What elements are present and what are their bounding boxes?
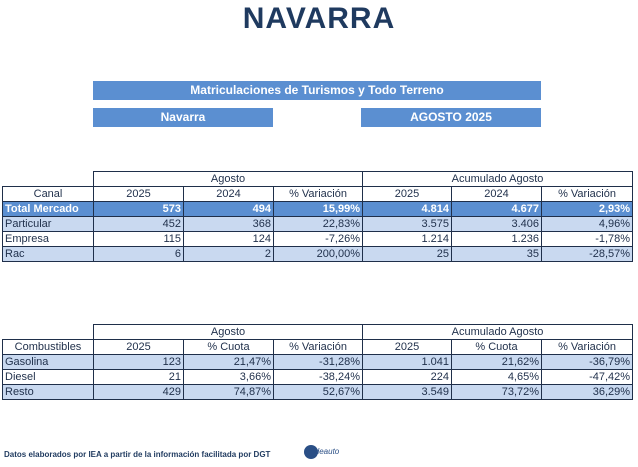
group-header-row: Agosto Acumulado Agosto <box>2 171 634 187</box>
ideauto-logo: ideauto <box>304 444 344 462</box>
table-cell: 2,93% <box>541 201 634 217</box>
table-row: Diesel 21 3,66% -38,24% 224 4,65% -47,42… <box>2 369 634 385</box>
table-cell: 494 <box>183 201 274 217</box>
table-cell: -28,57% <box>541 246 634 262</box>
column-header: % Cuota <box>451 339 543 355</box>
table-cell: 4.814 <box>362 201 453 217</box>
table-cell: 200,00% <box>272 246 364 262</box>
fuel-table: Agosto Acumulado Agosto Combustibles 202… <box>2 324 634 400</box>
table-cell: 6 <box>93 246 184 262</box>
table-cell: -1,78% <box>541 231 634 247</box>
column-header: % Variación <box>541 339 634 355</box>
column-header: 2025 <box>362 186 453 202</box>
period-label: AGOSTO 2025 <box>361 108 541 127</box>
column-header: 2025 <box>93 186 184 202</box>
table-row: Total Mercado 573 494 15,99% 4.814 4.677… <box>2 201 634 217</box>
table-cell: 124 <box>183 231 274 247</box>
column-header: 2024 <box>183 186 274 202</box>
table-cell: 21 <box>93 369 184 385</box>
row-label: Resto <box>2 384 94 400</box>
table-cell: 21,47% <box>183 354 274 370</box>
group-header-row: Agosto Acumulado Agosto <box>2 324 634 340</box>
table-cell: -47,42% <box>541 369 634 385</box>
table-cell: -36,79% <box>541 354 634 370</box>
table-cell: 1.236 <box>451 231 543 247</box>
table-cell: 52,67% <box>272 384 364 400</box>
table-cell: 74,87% <box>183 384 274 400</box>
table-cell: -38,24% <box>272 369 364 385</box>
table-row: Rac 6 2 200,00% 25 35 -28,57% <box>2 246 634 262</box>
group-acumulado: Acumulado Agosto <box>362 324 634 340</box>
table-cell: 22,83% <box>272 216 364 232</box>
table-row: Particular 452 368 22,83% 3.575 3.406 4,… <box>2 216 634 232</box>
table-cell: 4.677 <box>451 201 543 217</box>
table-row: Resto 429 74,87% 52,67% 3.549 73,72% 36,… <box>2 384 634 400</box>
table-cell: 3.549 <box>362 384 453 400</box>
column-header: Canal <box>2 186 94 202</box>
column-header: % Variación <box>272 186 364 202</box>
row-label: Particular <box>2 216 94 232</box>
row-label: Gasolina <box>2 354 94 370</box>
table-cell: 25 <box>362 246 453 262</box>
blank-cell <box>2 324 94 340</box>
table-cell: 3.575 <box>362 216 453 232</box>
table-cell: -7,26% <box>272 231 364 247</box>
group-agosto: Agosto <box>92 171 364 187</box>
table-cell: 123 <box>93 354 184 370</box>
column-header: % Variación <box>272 339 364 355</box>
page-title: NAVARRA <box>242 2 396 35</box>
column-header: Combustibles <box>2 339 94 355</box>
table-cell: 115 <box>93 231 184 247</box>
table-cell: 4,96% <box>541 216 634 232</box>
table-cell: 452 <box>93 216 184 232</box>
column-header: % Variación <box>541 186 634 202</box>
row-label: Rac <box>2 246 94 262</box>
row-label: Total Mercado <box>2 201 94 217</box>
table-cell: 1.214 <box>362 231 453 247</box>
column-header: % Cuota <box>183 339 274 355</box>
row-label: Diesel <box>2 369 94 385</box>
table-cell: 35 <box>451 246 543 262</box>
column-header: 2025 <box>93 339 184 355</box>
footer-note: Datos elaborados por IEA a partir de la … <box>4 450 271 459</box>
table-cell: 368 <box>183 216 274 232</box>
logo-circle-icon <box>304 445 318 459</box>
table-cell: -31,28% <box>272 354 364 370</box>
table-cell: 2 <box>183 246 274 262</box>
table-row: Empresa 115 124 -7,26% 1.214 1.236 -1,78… <box>2 231 634 247</box>
column-header-row: Combustibles 2025 % Cuota % Variación 20… <box>2 339 634 355</box>
region-label: Navarra <box>93 108 273 127</box>
group-agosto: Agosto <box>92 324 364 340</box>
channel-table: Agosto Acumulado Agosto Canal 2025 2024 … <box>2 171 634 262</box>
row-label: Empresa <box>2 231 94 247</box>
table-cell: 73,72% <box>451 384 543 400</box>
table-cell: 21,62% <box>451 354 543 370</box>
table-cell: 15,99% <box>272 201 364 217</box>
table-cell: 224 <box>362 369 453 385</box>
column-header-row: Canal 2025 2024 % Variación 2025 2024 % … <box>2 186 634 202</box>
table-cell: 4,65% <box>451 369 543 385</box>
group-acumulado: Acumulado Agosto <box>362 171 634 187</box>
table-cell: 3,66% <box>183 369 274 385</box>
table-cell: 3.406 <box>451 216 543 232</box>
table-cell: 1.041 <box>362 354 453 370</box>
column-header: 2025 <box>362 339 453 355</box>
logo-text: ideauto <box>313 447 340 456</box>
column-header: 2024 <box>451 186 543 202</box>
table-cell: 36,29% <box>541 384 634 400</box>
table-row: Gasolina 123 21,47% -31,28% 1.041 21,62%… <box>2 354 634 370</box>
table-cell: 573 <box>93 201 184 217</box>
banner-title: Matriculaciones de Turismos y Todo Terre… <box>93 81 541 100</box>
table-cell: 429 <box>93 384 184 400</box>
blank-cell <box>2 171 94 187</box>
